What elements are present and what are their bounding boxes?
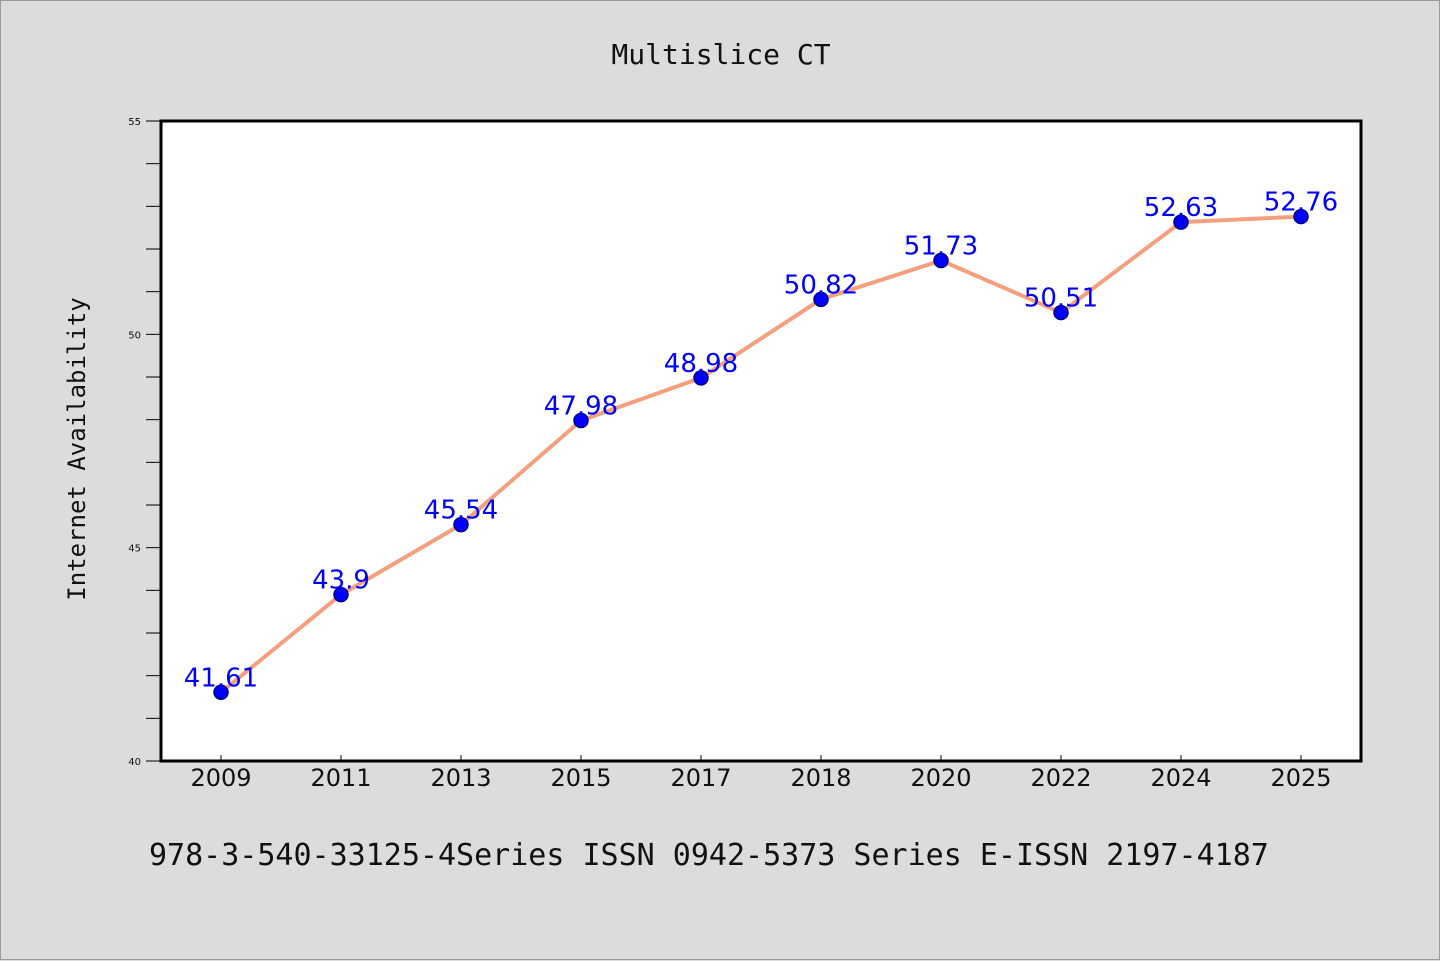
series-layer [213, 208, 1309, 701]
footer-text: 978-3-540-33125-4Series ISSN 0942-5373 S… [149, 838, 1269, 873]
data-point[interactable] [1173, 214, 1189, 230]
data-label: 52.76 [1264, 188, 1338, 218]
y-axis-label: Internet Availability [63, 297, 91, 600]
x-tick-label: 2020 [910, 764, 971, 792]
y-axis: 40 45 50 55 [128, 117, 161, 768]
x-tick-label: 2013 [430, 764, 491, 792]
series-line [219, 214, 1303, 695]
data-label: 50.82 [784, 270, 858, 300]
x-tick-label: 2011 [310, 764, 371, 792]
data-label: 45.54 [424, 496, 498, 526]
data-label: 43.9 [312, 566, 370, 596]
data-label: 48.98 [664, 349, 738, 379]
data-point[interactable] [453, 516, 469, 533]
data-label: 51.73 [904, 232, 978, 262]
x-tick-label: 2022 [1030, 764, 1091, 792]
data-point[interactable] [573, 412, 589, 429]
y-tick-label: 40 [128, 757, 141, 768]
data-point[interactable] [1293, 208, 1309, 225]
x-tick-label: 2025 [1270, 764, 1331, 792]
data-point[interactable] [213, 684, 229, 701]
data-label: 47.98 [544, 392, 618, 422]
data-label: 52.63 [1144, 193, 1218, 223]
plot-area [159, 119, 1363, 763]
x-tick-label: 2018 [790, 764, 851, 792]
y-tick-label: 45 [128, 544, 141, 555]
data-label-layer: 41.61 43.9 45.54 47.98 48.98 50.82 51.73 50.51 5… [184, 188, 1338, 694]
chart-title: Multislice CT [611, 38, 830, 71]
x-tick-label: 2009 [190, 764, 251, 792]
y-tick-label: 50 [128, 330, 141, 341]
data-point[interactable] [333, 586, 349, 603]
data-point[interactable] [813, 291, 829, 308]
data-label: 41.61 [184, 663, 258, 693]
x-tick-label: 2017 [670, 764, 731, 792]
data-label: 50.51 [1024, 284, 1098, 314]
data-point[interactable] [693, 370, 709, 386]
data-point[interactable] [1053, 304, 1069, 321]
x-tick-label: 2024 [1150, 764, 1211, 792]
x-tick-label: 2015 [550, 764, 611, 792]
x-axis: 2009 2011 2013 2015 2017 2018 2020 2022 2024 2025 [190, 755, 1332, 792]
data-point[interactable] [933, 252, 949, 269]
y-tick-label: 55 [128, 117, 141, 128]
